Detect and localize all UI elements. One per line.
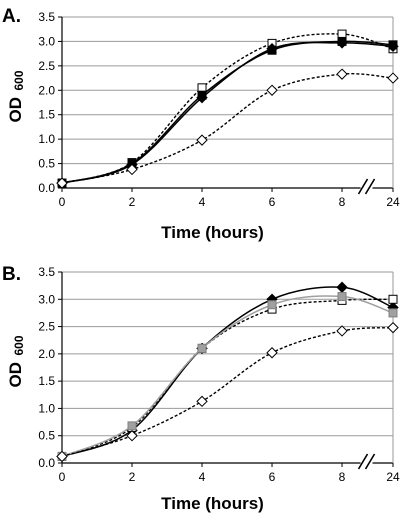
series-line	[61, 286, 394, 458]
y-tick-label: 3.5	[38, 10, 55, 24]
series-line	[61, 326, 394, 458]
data-point-s4-2	[196, 134, 208, 146]
x-tick-label: 2	[129, 195, 136, 209]
data-point-s3-2	[196, 91, 208, 104]
series-line	[61, 33, 394, 184]
series-1	[56, 281, 399, 463]
x-tick-label: 0	[59, 195, 66, 209]
x-axis-label: Time (hours)	[161, 494, 264, 513]
x-tick-label: 24	[386, 470, 400, 484]
y-axis-label: OD	[6, 97, 25, 123]
panel-label: B.	[2, 264, 21, 285]
data-point-s3-4	[336, 37, 348, 49]
data-point-s4-4	[336, 325, 348, 337]
data-point-s4-3	[266, 84, 278, 96]
data-point-s2-5	[388, 294, 398, 304]
axis-break-mark	[357, 178, 376, 195]
y-tick-label: 3.0	[38, 34, 55, 48]
data-point-s4-0	[56, 450, 68, 463]
y-tick-label: 1.0	[38, 401, 55, 415]
y-tick-label: 1.0	[38, 132, 55, 146]
x-axis-label: Time (hours)	[161, 223, 264, 242]
x-tick-label: 6	[269, 195, 276, 209]
series-4	[56, 68, 399, 189]
series-line	[61, 295, 394, 458]
data-point-s3-2	[197, 343, 207, 353]
y-tick-label: 0.0	[38, 456, 55, 470]
data-point-s3-1	[127, 421, 137, 431]
data-point-s3-5	[388, 308, 398, 318]
x-tick-label: 6	[269, 470, 276, 484]
axis-break-mark	[357, 453, 376, 470]
y-tick-label: 3.5	[38, 265, 55, 279]
panel-label: A.	[2, 6, 21, 27]
y-tick-label: 2.5	[38, 59, 55, 73]
x-tick-label: 8	[339, 470, 346, 484]
x-tick-label: 4	[199, 470, 206, 484]
series-4	[56, 321, 399, 463]
y-tick-label: 2.0	[38, 83, 55, 97]
x-tick-label: 4	[199, 195, 206, 209]
series-line	[61, 298, 394, 458]
data-point-s4-2	[196, 395, 208, 408]
data-point-s4-1	[126, 163, 138, 176]
y-axis-label: OD	[6, 362, 25, 388]
y-tick-label: 0.5	[38, 429, 55, 443]
data-point-s4-3	[266, 347, 278, 359]
data-point-s1-2	[197, 83, 207, 93]
x-tick-label: 2	[129, 470, 136, 484]
y-tick-label: 1.5	[38, 108, 55, 122]
y-tick-label: 0.5	[38, 157, 55, 171]
y-tick-label: 0.0	[38, 181, 55, 195]
data-point-s4-5	[387, 321, 399, 334]
data-point-s3-5	[387, 40, 399, 53]
data-point-s4-4	[336, 68, 348, 80]
x-tick-label: 0	[59, 470, 66, 484]
data-point-s4-0	[56, 177, 68, 189]
data-point-s3-3	[267, 300, 277, 310]
data-point-s1-4	[337, 29, 347, 39]
series-line	[61, 40, 394, 184]
y-tick-label: 2.5	[38, 320, 55, 334]
data-point-s4-1	[126, 430, 138, 442]
y-tick-label: 2.0	[38, 347, 55, 361]
data-point-s3-3	[266, 43, 278, 55]
data-point-s3-4	[337, 292, 347, 302]
y-tick-label: 1.5	[38, 374, 55, 388]
series-3	[56, 37, 399, 189]
data-point-s1-4	[336, 281, 348, 293]
x-tick-label: 8	[339, 195, 346, 209]
y-axis-label-subscript: 600	[12, 70, 26, 90]
y-axis-label-subscript: 600	[12, 335, 26, 355]
series-line	[61, 41, 394, 184]
data-point-s4-5	[387, 72, 399, 84]
series-2	[57, 36, 398, 188]
x-tick-label: 24	[386, 195, 400, 209]
y-tick-label: 3.0	[38, 292, 55, 306]
